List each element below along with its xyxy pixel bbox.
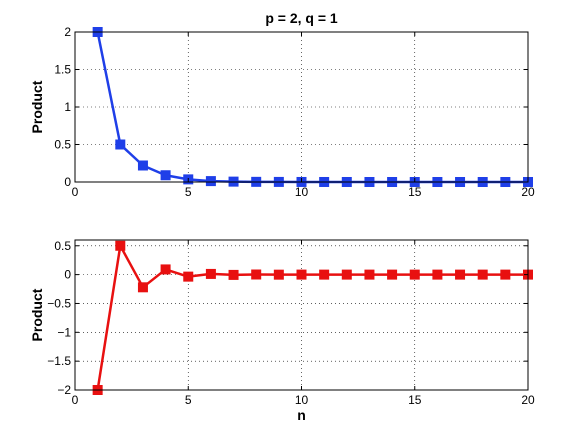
data-point	[183, 271, 194, 282]
x-tick-label: 20	[521, 393, 535, 407]
data-point	[205, 268, 216, 279]
data-point	[364, 269, 375, 280]
y-tick-label: −1.5	[47, 354, 71, 368]
plot-frame	[74, 31, 529, 183]
data-point	[137, 160, 148, 171]
data-point	[500, 269, 511, 280]
data-point	[160, 170, 171, 181]
x-tick-label: 10	[295, 185, 309, 199]
x-axis-label: n	[297, 407, 306, 423]
y-axis-label: Product	[29, 288, 45, 341]
x-tick-label: 0	[72, 185, 79, 199]
y-tick-label: 0.5	[54, 239, 71, 253]
data-point	[115, 240, 126, 251]
x-tick-label: 10	[295, 393, 309, 407]
data-point	[432, 269, 443, 280]
x-tick-label: 20	[521, 185, 535, 199]
y-tick-label: 0.5	[54, 138, 71, 152]
data-point	[341, 269, 352, 280]
y-tick-label: −1	[57, 325, 71, 339]
y-tick-label: 0	[64, 268, 71, 282]
data-point	[228, 269, 239, 280]
y-tick-label: −0.5	[47, 296, 71, 310]
data-point	[387, 269, 398, 280]
chart-title: p = 2, q = 1	[265, 10, 338, 26]
y-tick-label: 1	[64, 100, 71, 114]
y-tick-label: −2	[57, 383, 71, 397]
x-tick-label: 0	[72, 393, 79, 407]
y-axis-label: Product	[29, 80, 45, 133]
y-tick-label: 0	[64, 175, 71, 189]
data-point	[455, 269, 466, 280]
data-point	[160, 264, 171, 275]
data-point	[477, 269, 488, 280]
y-tick-label: 1.5	[54, 63, 71, 77]
data-point	[409, 269, 420, 280]
data-point	[296, 269, 307, 280]
data-point	[205, 176, 216, 187]
x-tick-label: 5	[185, 185, 192, 199]
data-point	[273, 269, 284, 280]
x-tick-label: 15	[408, 185, 422, 199]
plot-frame	[74, 239, 529, 391]
data-point	[115, 139, 126, 150]
data-point	[251, 269, 262, 280]
y-tick-label: 2	[64, 25, 71, 39]
x-tick-label: 15	[408, 393, 422, 407]
data-point	[137, 282, 148, 293]
data-point	[319, 269, 330, 280]
x-tick-label: 5	[185, 393, 192, 407]
